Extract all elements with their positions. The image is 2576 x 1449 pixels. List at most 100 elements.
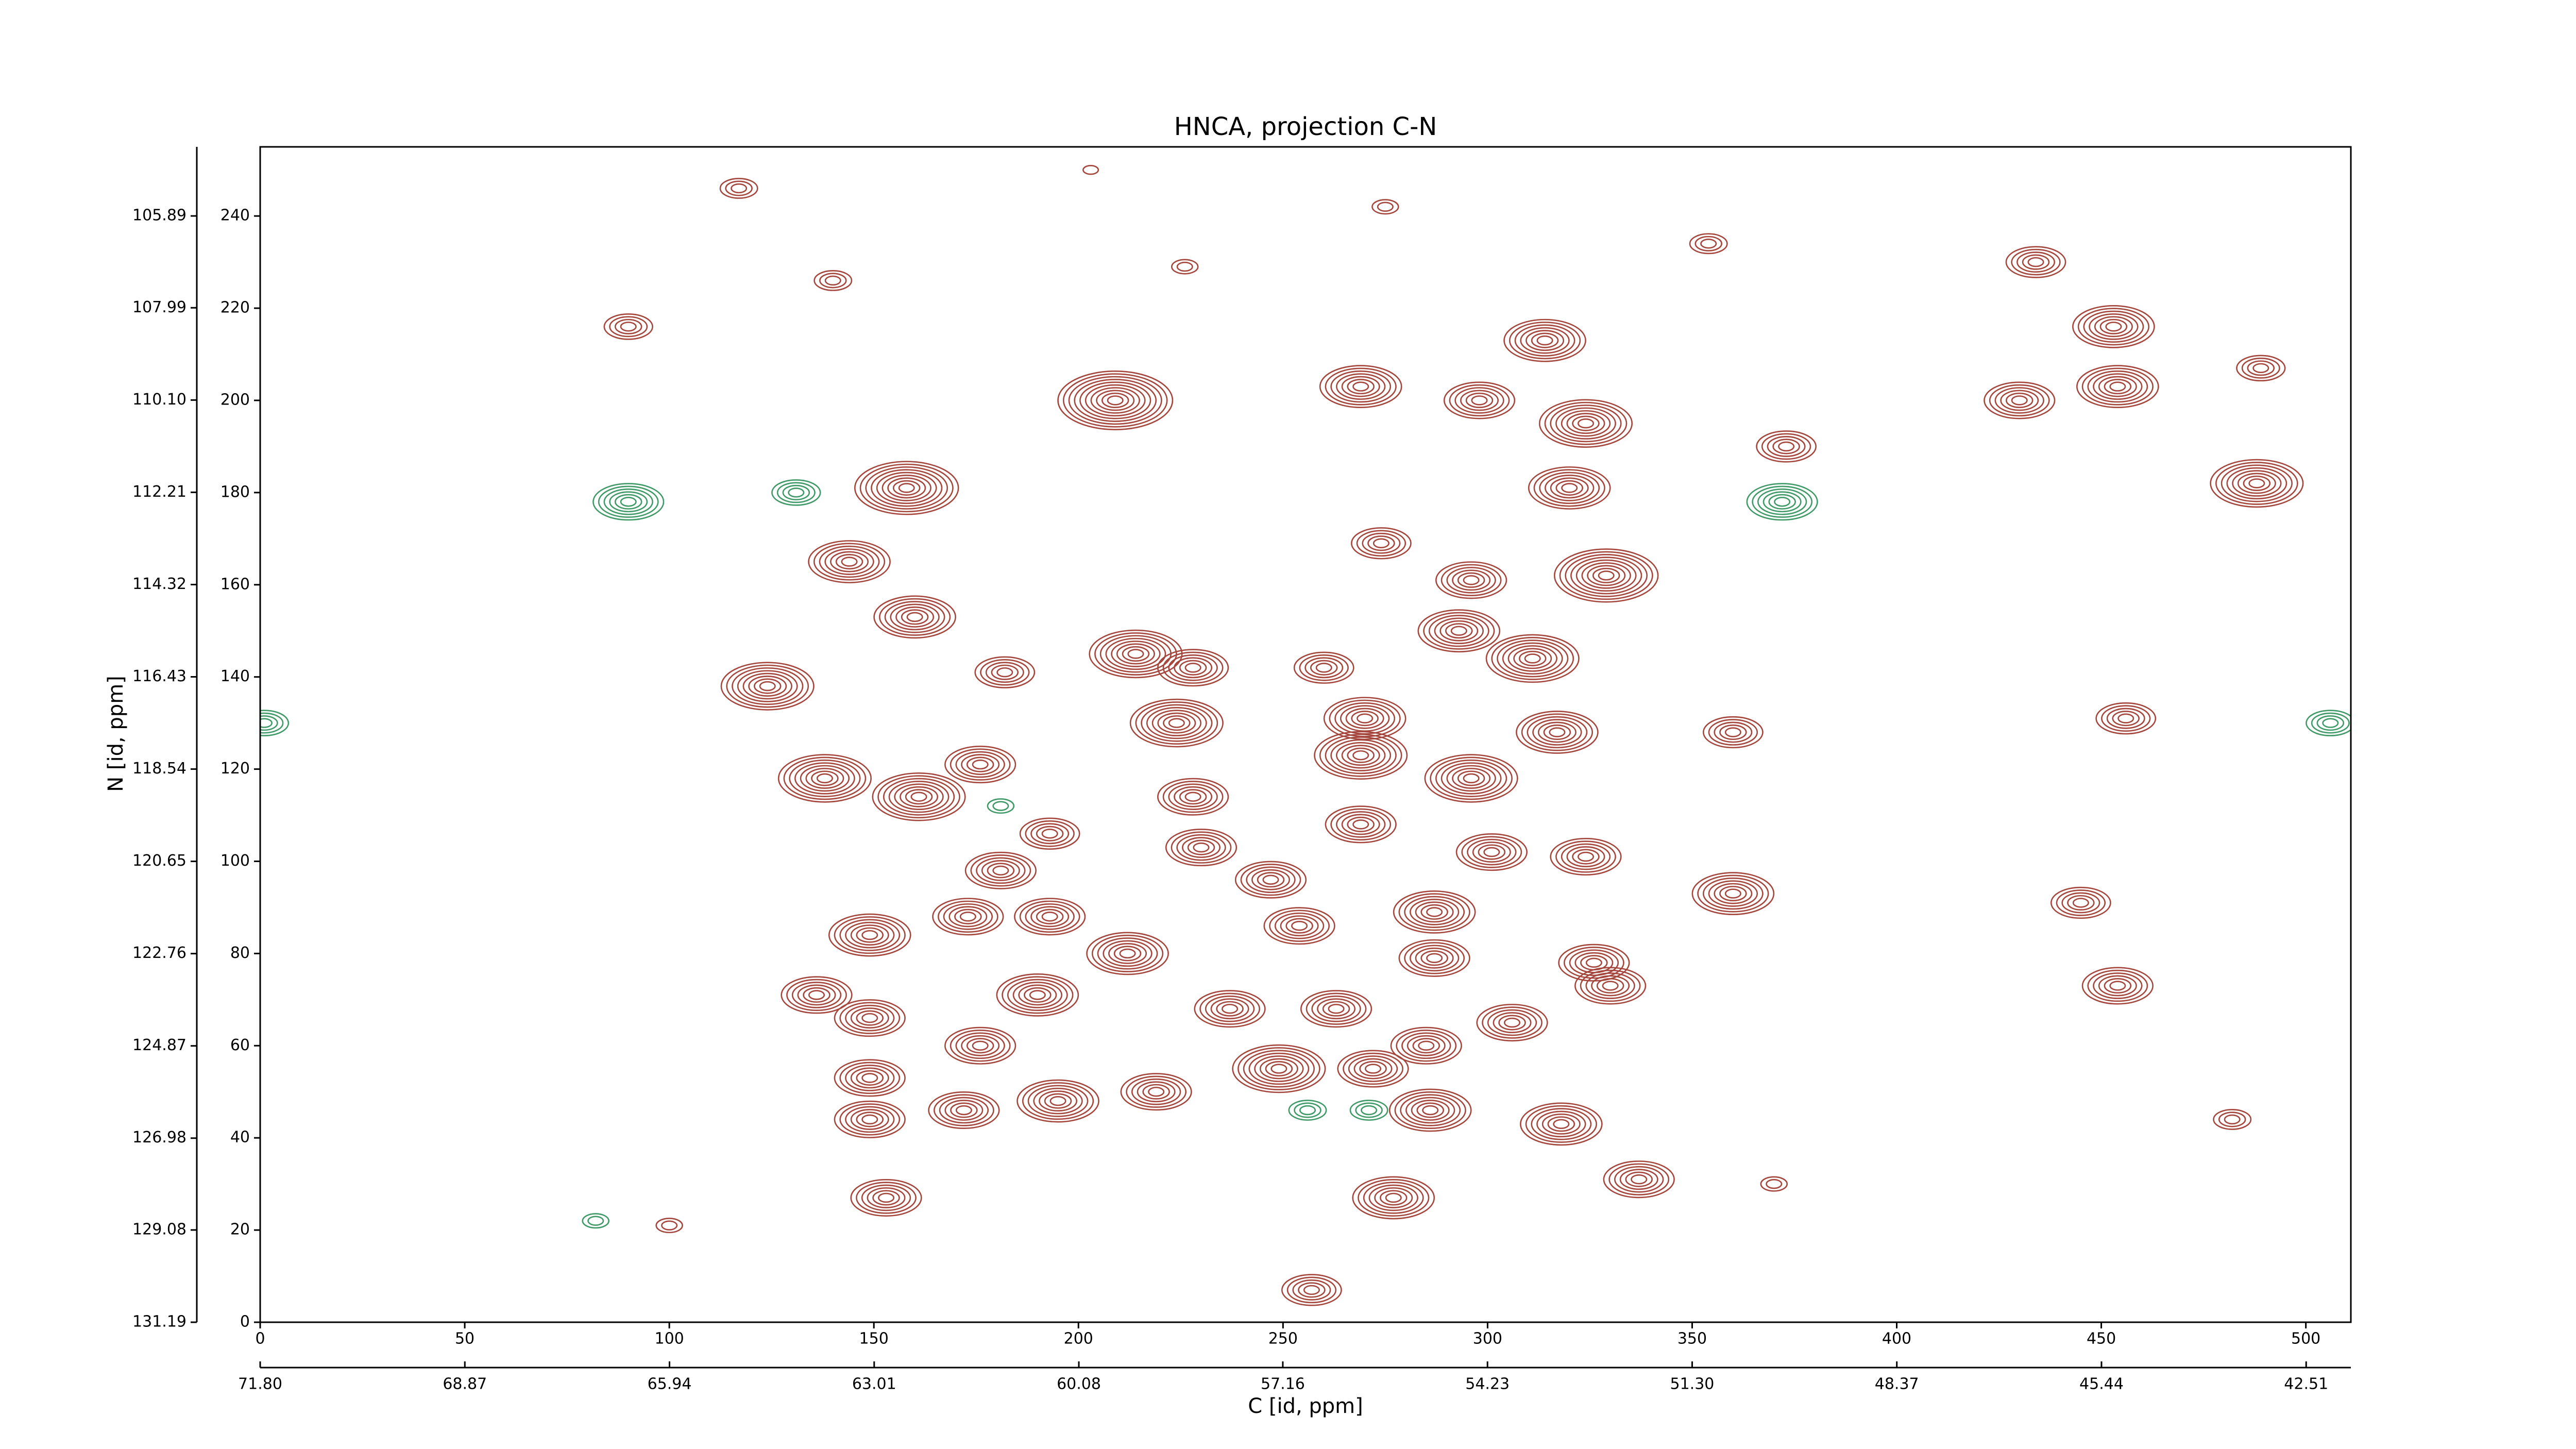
contour-ring [2006,392,2033,409]
peak [1691,872,1775,915]
contour-ring [974,656,1036,688]
contour-ring [1619,1169,1658,1190]
contour-ring [1572,849,1600,865]
contour-ring [1591,975,1630,997]
contour-ring [726,664,809,708]
contour-ring [1416,1102,1444,1118]
contour-ring [888,781,950,813]
contour-ring [1176,834,1226,861]
contour-ring [1361,1105,1378,1116]
contour-ring [1772,439,1800,454]
contour-ring [1608,1163,1670,1195]
contour-ring [1497,639,1569,678]
x-tick-label: 200 [1064,1330,1093,1348]
peak [1528,466,1611,510]
contour-ring [1457,770,1485,786]
contour-ring [2112,711,2140,727]
contour-ring [1498,1015,1526,1031]
contour-ring [906,612,923,622]
contour-ring [1179,789,1207,805]
contour-ring [845,1065,895,1091]
contour-ring [876,471,937,504]
peak [932,898,1004,936]
contour-ring [1565,554,1648,597]
contour-ring [964,851,1037,889]
contour-ring [1440,564,1502,596]
contour-ring [1756,430,1817,463]
contour-ring [1174,786,1213,807]
contour-ring [1541,1113,1581,1135]
peak [1371,199,1399,215]
contour-ring [1398,893,1470,931]
contour-ring [753,678,782,694]
contour-ring [1299,1105,1316,1116]
contour-ring [1553,1119,1570,1130]
contour-ring [813,543,886,581]
contour-ring [1359,1060,1387,1077]
contour-ring [850,1109,889,1130]
peak [1485,634,1580,683]
contour-ring [2094,316,2133,338]
peak [1455,833,1528,871]
contour-ring [970,854,1031,887]
peak [1194,990,1266,1028]
contour-ring [1766,1178,1783,1189]
y-tick-label: 40 [230,1128,250,1147]
contour-ring [1265,1060,1293,1077]
y2-tick-label: 120.65 [132,852,187,870]
contour-ring [1435,759,1507,797]
contour-ring [1525,1105,1597,1143]
contour-ring [1467,838,1517,866]
peak [944,1026,1016,1065]
contour-ring [1519,1102,1603,1146]
contour-ring [1352,1176,1435,1220]
contour-ring [582,1213,609,1229]
peak [2213,1109,2252,1130]
contour-ring [1122,646,1150,662]
contour-ring [1702,716,1764,749]
contour-ring [2232,470,2282,497]
contour-ring [1029,990,1046,1000]
contour-ring [620,497,637,507]
contour-ring [834,1059,906,1097]
contour-ring [985,662,1024,683]
contour-ring [1465,392,1494,409]
contour-ring [1631,1174,1648,1185]
contour-ring [2016,251,2055,273]
contour-ring [1409,945,1460,972]
contour-ring [2056,889,2106,916]
contour-ring [1768,494,1796,510]
contour-ring [1041,829,1058,839]
contour-ring [954,908,982,924]
contour-ring [1352,381,1369,392]
contour-ring [1585,972,1635,999]
contour-ring [1323,697,1406,740]
y-tick-label: 160 [221,575,250,593]
contour-ring [2215,462,2298,505]
contour-ring [872,1190,900,1206]
peak [2050,886,2111,919]
contour-ring [1094,632,1177,676]
contour-ring [1409,899,1460,925]
contour-ring [2095,702,2157,735]
contour-ring [2050,886,2111,919]
contour-ring [1341,376,1380,397]
x2-tick-label: 48.37 [1875,1375,1919,1393]
contour-ring [1340,705,1390,732]
contour-ring [587,1216,604,1226]
contour-ring [1293,651,1354,684]
contour-ring [2224,1114,2241,1125]
contour-ring [1345,707,1384,729]
contour-ring [732,667,804,705]
contour-ring [845,921,895,949]
contour-ring [1068,376,1162,425]
peak [655,1218,683,1234]
contour-ring [1319,733,1402,777]
contour-ring [786,979,847,1012]
contour-ring [1555,407,1616,440]
contour-ring [1426,907,1443,917]
contour-ring [2241,357,2280,379]
contour-ring [884,601,945,633]
x2-tick-label: 63.01 [852,1375,896,1393]
contour-ring [1493,1012,1532,1033]
